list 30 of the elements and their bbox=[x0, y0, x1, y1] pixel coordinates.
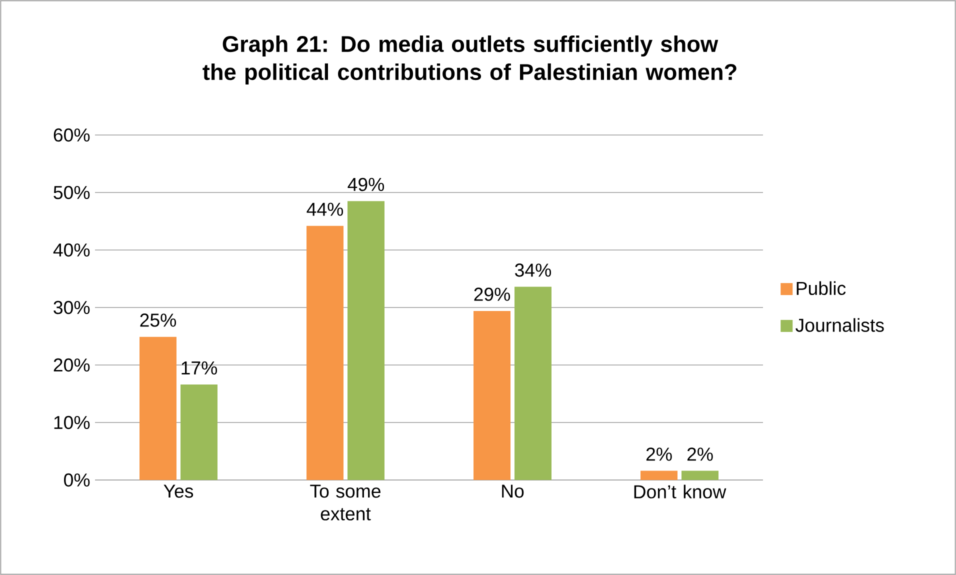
y-tick-label: 20% bbox=[54, 358, 90, 372]
data-label: 17% bbox=[182, 361, 218, 374]
bar bbox=[140, 336, 176, 480]
y-tick-label: 50% bbox=[54, 186, 90, 200]
bar bbox=[514, 286, 552, 480]
data-label: 44% bbox=[306, 202, 344, 216]
data-label: 29% bbox=[474, 288, 510, 301]
x-tick-label: Yes bbox=[164, 484, 194, 498]
bar bbox=[640, 470, 678, 480]
legend-label: Public bbox=[796, 281, 846, 296]
data-label: 2% bbox=[646, 448, 672, 461]
bar bbox=[474, 310, 510, 480]
bar bbox=[306, 226, 344, 480]
y-tick-label: 60% bbox=[54, 128, 90, 142]
data-label: 34% bbox=[515, 264, 552, 277]
x-tick-label: To some extent bbox=[310, 484, 380, 520]
x-tick-label: Don’t know bbox=[634, 484, 726, 498]
chart-title: Graph 21: Do media outlets sufficiently show the political contributions of Palestinian women? bbox=[202, 35, 736, 85]
legend-label: Journalists bbox=[796, 318, 884, 332]
bar bbox=[682, 470, 718, 480]
bar bbox=[348, 201, 384, 480]
data-label: 49% bbox=[348, 178, 384, 192]
bar bbox=[180, 384, 218, 480]
data-label: 25% bbox=[140, 314, 176, 327]
data-label: 2% bbox=[687, 448, 713, 461]
y-tick-label: 0% bbox=[64, 473, 90, 487]
y-tick-label: 40% bbox=[53, 243, 90, 257]
x-tick-label: No bbox=[502, 484, 524, 498]
y-tick-label: 10% bbox=[54, 416, 90, 430]
y-tick-label: 30% bbox=[54, 300, 90, 314]
